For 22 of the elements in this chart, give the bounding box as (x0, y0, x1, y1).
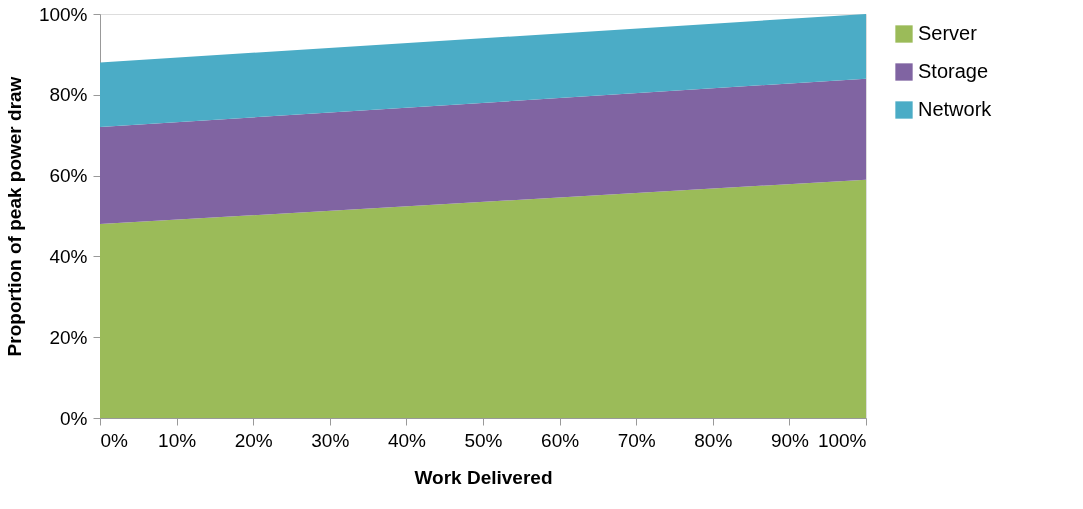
y-axis-title: Proportion of peak power draw (3, 76, 25, 357)
x-tick-label: 0% (100, 429, 129, 451)
x-tick-label: 60% (541, 429, 580, 451)
x-tick-label: 90% (770, 429, 810, 451)
x-tick-label: 70% (617, 429, 656, 451)
legend-label: Storage (918, 60, 989, 82)
legend-label: Server (918, 22, 978, 44)
x-tick-label: 10% (158, 429, 197, 451)
x-axis-title: Work Delivered (414, 466, 553, 488)
x-tick-label: 20% (234, 429, 273, 451)
y-tick-label: 60% (49, 165, 88, 187)
y-tick-label: 100% (38, 3, 88, 25)
x-tick-label: 30% (311, 429, 350, 451)
y-tick-label: 0% (60, 407, 88, 429)
x-tick-label: 40% (387, 429, 427, 451)
y-tick-label: 80% (49, 84, 88, 106)
y-tick-label: 20% (49, 326, 88, 348)
y-tick-label: 40% (49, 245, 88, 267)
x-tick-label: 80% (694, 429, 733, 451)
x-tick-label: 100% (817, 429, 867, 451)
x-tick-label: 50% (464, 429, 503, 451)
legend-label: Network (918, 98, 993, 120)
